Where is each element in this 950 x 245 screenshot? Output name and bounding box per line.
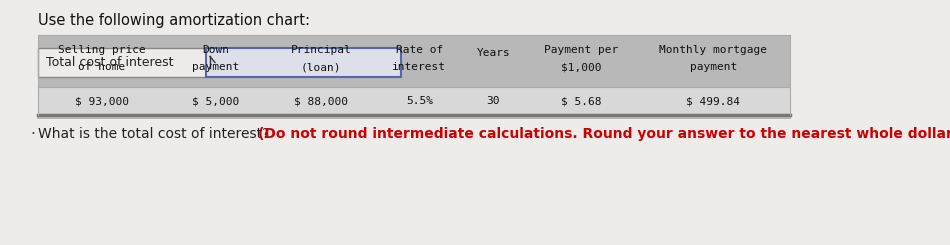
Text: Total cost of interest: Total cost of interest xyxy=(46,56,174,69)
Text: Payment per: Payment per xyxy=(543,45,618,55)
Text: (Do not round intermediate calculations. Round your answer to the nearest whole : (Do not round intermediate calculations.… xyxy=(257,127,950,141)
Bar xyxy=(38,87,790,115)
Text: $ 5.68: $ 5.68 xyxy=(560,96,601,106)
Text: Years: Years xyxy=(477,48,510,58)
Text: interest: interest xyxy=(392,62,446,72)
Text: Principal: Principal xyxy=(291,45,352,55)
Text: What is the total cost of interest?: What is the total cost of interest? xyxy=(38,127,274,141)
Text: Selling price: Selling price xyxy=(58,45,145,55)
Text: Down: Down xyxy=(202,45,229,55)
Text: Monthly mortgage: Monthly mortgage xyxy=(659,45,768,55)
Text: 30: 30 xyxy=(486,96,501,106)
Text: (loan): (loan) xyxy=(301,62,342,72)
Text: payment: payment xyxy=(192,62,239,72)
Bar xyxy=(206,48,401,77)
Text: $ 88,000: $ 88,000 xyxy=(294,96,349,106)
Text: Rate of: Rate of xyxy=(395,45,443,55)
Text: $ 93,000: $ 93,000 xyxy=(74,96,128,106)
Text: Use the following amortization chart:: Use the following amortization chart: xyxy=(38,13,310,28)
Text: 5.5%: 5.5% xyxy=(406,96,433,106)
Text: $ 499.84: $ 499.84 xyxy=(686,96,740,106)
Text: $ 5,000: $ 5,000 xyxy=(192,96,239,106)
Bar xyxy=(38,35,790,87)
Text: $1,000: $1,000 xyxy=(560,62,601,72)
Text: ·: · xyxy=(30,127,35,142)
Text: payment: payment xyxy=(690,62,737,72)
Bar xyxy=(38,48,206,77)
Text: of home: of home xyxy=(78,62,125,72)
